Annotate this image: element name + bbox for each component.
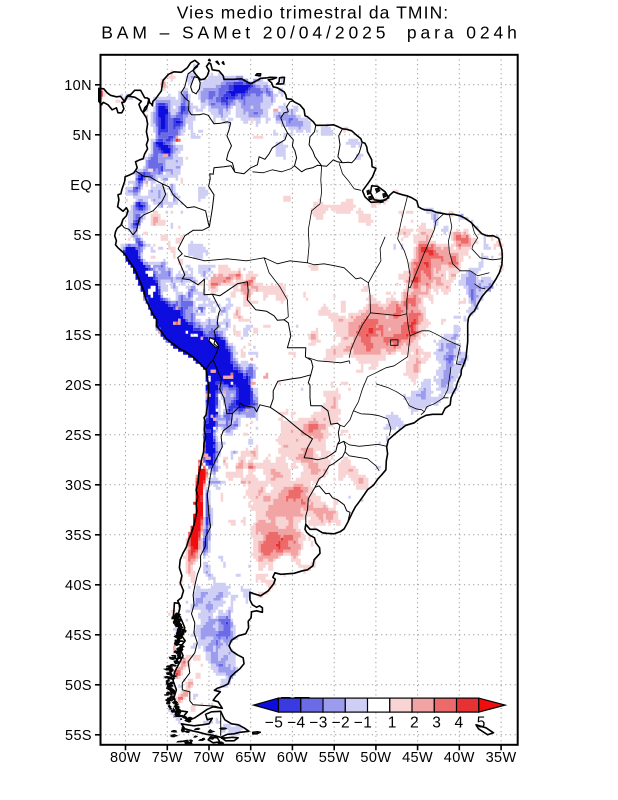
svg-text:35S: 35S [65,528,92,544]
svg-text:50S: 50S [65,678,92,694]
svg-text:5: 5 [477,715,486,732]
svg-text:−5: −5 [265,715,284,732]
svg-text:BAM – SAMet 20/04/2025 para 0: BAM – SAMet 20/04/2025 para 024h [101,23,521,43]
svg-text:75W: 75W [152,750,183,766]
svg-text:25S: 25S [65,428,92,444]
svg-text:EQ: EQ [70,178,92,194]
svg-text:4: 4 [454,715,463,732]
svg-text:65W: 65W [235,750,266,766]
svg-text:15S: 15S [65,328,92,344]
svg-text:2: 2 [410,715,419,732]
svg-text:10S: 10S [65,278,92,294]
svg-text:20S: 20S [65,378,92,394]
svg-text:10N: 10N [64,78,92,94]
svg-text:35W: 35W [486,750,517,766]
svg-text:55W: 55W [319,750,350,766]
svg-text:−3: −3 [309,715,328,732]
svg-text:30S: 30S [65,478,92,494]
svg-text:50W: 50W [360,750,391,766]
svg-text:60W: 60W [277,750,308,766]
svg-text:−1: −1 [354,715,373,732]
svg-text:Vies medio trimestral da TMIN:: Vies medio trimestral da TMIN: [177,3,450,23]
svg-text:45S: 45S [65,628,92,644]
svg-text:5S: 5S [73,228,92,244]
svg-text:45W: 45W [402,750,433,766]
svg-text:80W: 80W [110,750,141,766]
svg-text:3: 3 [432,715,441,732]
svg-text:−4: −4 [287,715,306,732]
svg-text:55S: 55S [65,728,92,744]
svg-text:40W: 40W [444,750,475,766]
svg-text:−2: −2 [331,715,350,732]
svg-text:1: 1 [388,715,397,732]
svg-text:70W: 70W [193,750,224,766]
svg-text:40S: 40S [65,578,92,594]
svg-text:5N: 5N [73,128,92,144]
